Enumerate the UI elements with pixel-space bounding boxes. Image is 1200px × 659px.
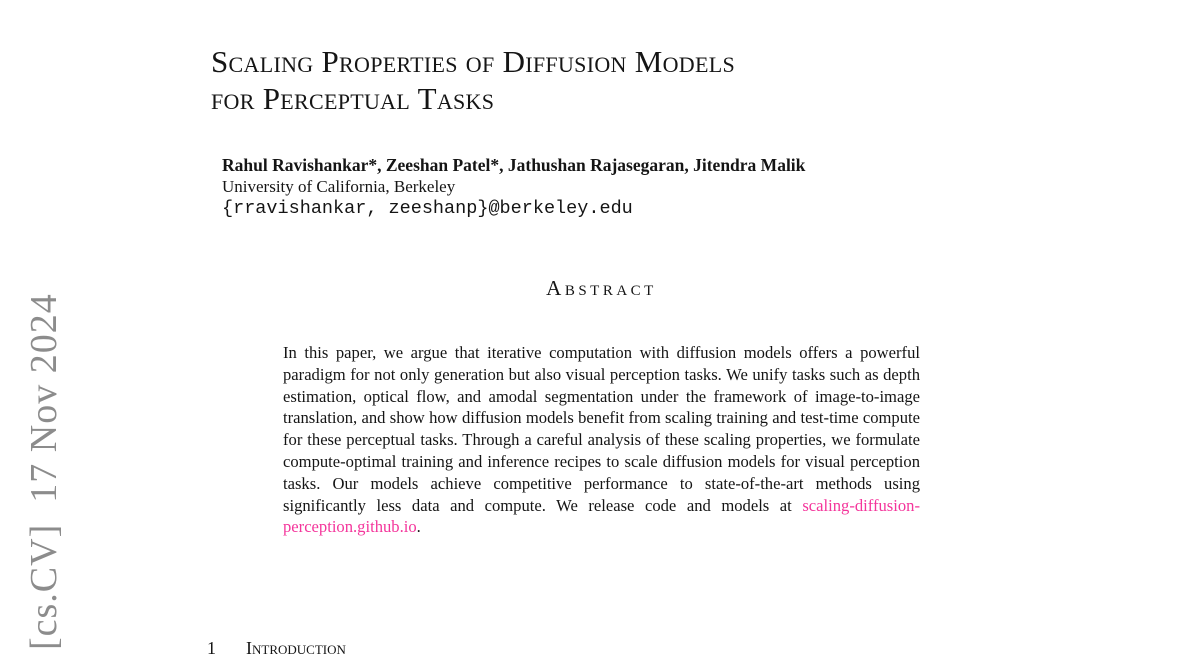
author-names: Rahul Ravishankar*, Zeeshan Patel*, Jath… <box>222 155 806 175</box>
arxiv-stamp: [cs.CV] 17 Nov 2024 <box>23 293 65 650</box>
affiliation: University of California, Berkeley <box>222 177 456 196</box>
author-block: Rahul Ravishankar*, Zeeshan Patel*, Jath… <box>222 154 805 220</box>
author-email: {rravishankar, zeeshanp}@berkeley.edu <box>222 198 633 219</box>
abstract-text-body: In this paper, we argue that iterative c… <box>283 343 920 515</box>
abstract-text-end: . <box>416 517 421 537</box>
project-page-link[interactable]: scaling-diffusion-perception.github.io <box>283 495 920 537</box>
intro-section-heading: 1 Introduction <box>207 637 346 659</box>
abstract-text: In this paper, we argue that iterative c… <box>283 342 920 538</box>
paper-title-line2: for Perceptual Tasks <box>211 81 495 116</box>
intro-section-title: Introduction <box>246 638 346 658</box>
abstract-heading: Abstract <box>546 276 657 300</box>
paper-title-line1: Scaling Properties of Diffusion Models <box>211 44 735 79</box>
paper-title: Scaling Properties of Diffusion Models f… <box>211 43 735 117</box>
intro-section-number: 1 <box>207 638 216 658</box>
